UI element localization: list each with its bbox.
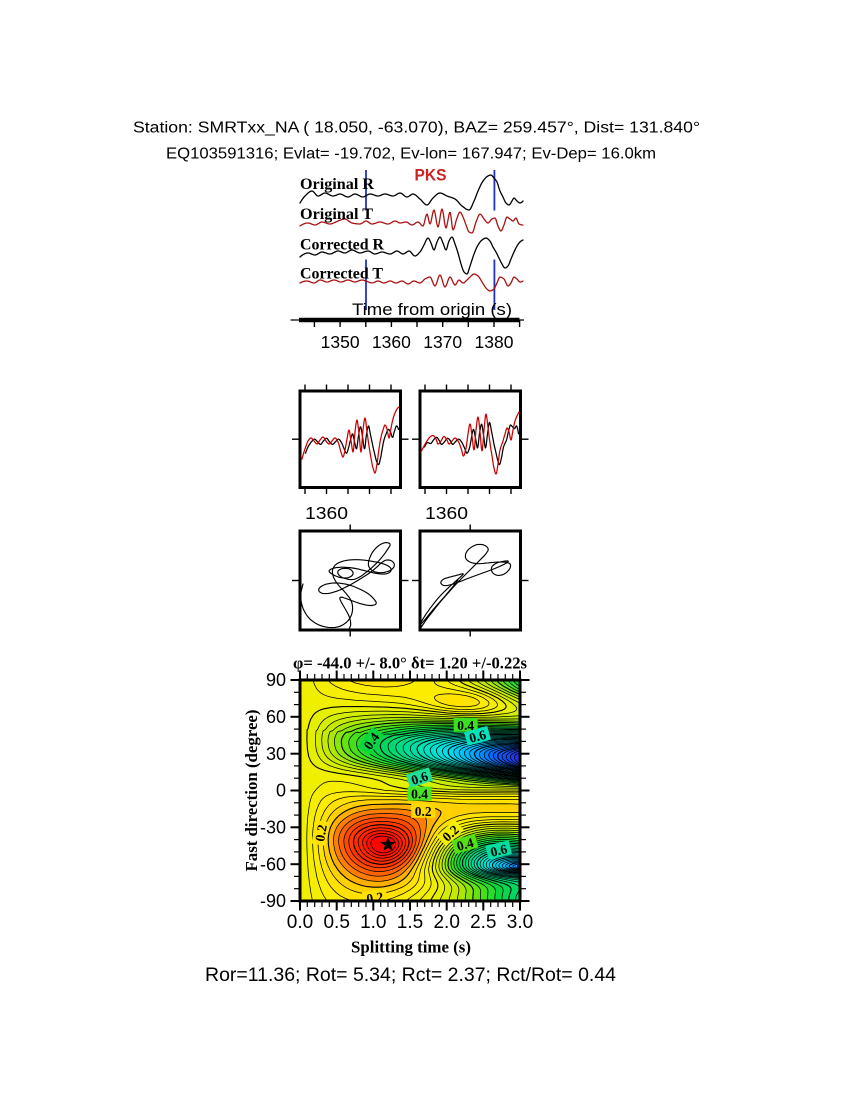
svg-text:0.6: 0.6	[409, 768, 430, 788]
svg-text:0.0: 0.0	[287, 912, 313, 933]
svg-text:0.4: 0.4	[455, 835, 476, 854]
svg-text:Time from origin (s): Time from origin (s)	[352, 300, 512, 319]
svg-text:0.4: 0.4	[411, 787, 428, 802]
svg-text:90: 90	[266, 670, 286, 690]
svg-text:0.2: 0.2	[415, 804, 432, 819]
svg-text:0: 0	[276, 781, 286, 801]
svg-text:0.4: 0.4	[457, 718, 474, 733]
svg-text:0.2: 0.2	[312, 823, 330, 842]
svg-text:Fast direction (degree): Fast direction (degree)	[242, 710, 261, 872]
svg-text:0.6: 0.6	[468, 727, 488, 746]
svg-text:1.5: 1.5	[397, 912, 423, 933]
svg-text:1350: 1350	[321, 332, 360, 352]
svg-text:2.0: 2.0	[433, 912, 459, 933]
svg-text:Original T: Original T	[300, 206, 373, 223]
svg-text:0.5: 0.5	[323, 912, 349, 933]
svg-text:-60: -60	[260, 854, 286, 874]
svg-text:30: 30	[266, 744, 286, 764]
svg-text:PKS: PKS	[415, 166, 447, 185]
svg-text:1.0: 1.0	[360, 912, 386, 933]
svg-text:2.5: 2.5	[470, 912, 496, 933]
svg-text:Corrected R: Corrected R	[300, 237, 384, 254]
svg-text:Splitting time (s): Splitting time (s)	[351, 938, 471, 957]
svg-text:φ= -44.0 +/- 8.0° δt= 1.20 +/-: φ= -44.0 +/- 8.0° δt= 1.20 +/-0.22s	[293, 654, 528, 673]
svg-text:-90: -90	[260, 891, 286, 911]
svg-text:1370: 1370	[423, 332, 462, 352]
svg-text:1360: 1360	[372, 332, 411, 352]
svg-text:Corrected T: Corrected T	[300, 265, 383, 282]
svg-text:1360: 1360	[425, 503, 468, 523]
svg-text:Station: SMRTxx_NA ( 18.050,: Station: SMRTxx_NA ( 18.050, -63.070), B…	[133, 120, 700, 137]
svg-text:3.0: 3.0	[507, 912, 533, 933]
svg-text:Ror=11.36; Rot= 5.34; Rct= 2.3: Ror=11.36; Rot= 5.34; Rct= 2.37; Rct/Rot…	[205, 964, 616, 986]
svg-text:0.2: 0.2	[365, 889, 384, 906]
svg-text:1360: 1360	[305, 503, 348, 523]
svg-text:EQ103591316; Evlat= -19.702, E: EQ103591316; Evlat= -19.702, Ev-lon= 167…	[166, 146, 656, 163]
svg-text:0.6: 0.6	[489, 841, 509, 860]
svg-text:Original R: Original R	[300, 176, 374, 193]
svg-text:1380: 1380	[475, 332, 514, 352]
svg-text:-30: -30	[260, 818, 286, 838]
svg-text:60: 60	[266, 707, 286, 727]
